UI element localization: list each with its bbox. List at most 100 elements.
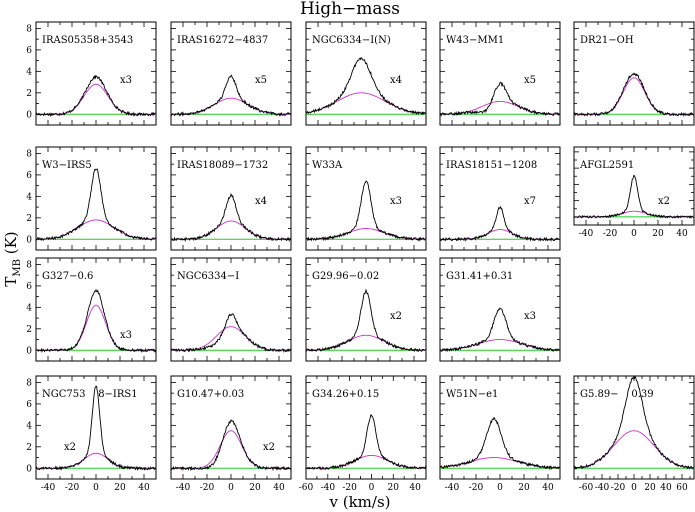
panel-source-name: G10.47+0.03 — [177, 389, 244, 400]
panel-scale-factor: x2 — [390, 311, 402, 322]
x-tick-label: 0 — [228, 483, 234, 493]
x-tick-label: 0 — [93, 483, 99, 493]
spectrum-line — [35, 74, 157, 117]
y-tick-label: 2 — [26, 325, 32, 335]
y-tick-label: 6 — [26, 282, 32, 292]
x-tick-label: -40 — [321, 483, 336, 493]
panel-w3-irs5: 0 2 4 6 8 W3−IRS5 — [26, 146, 157, 251]
panel-scale-factor: x2 — [658, 196, 670, 207]
y-tick-label: 4 — [26, 303, 32, 313]
y-tick-label: 8 — [26, 260, 32, 270]
panel-g327-0-6: 0 2 4 6 8 G327−0.6 x3 — [26, 257, 157, 362]
panel-iras18151-1208: IRAS18151−1208 x7 — [439, 146, 561, 251]
spectrum-line — [573, 174, 695, 219]
x-tick-label: -40 — [41, 483, 56, 493]
panel-afgl2591: -40 -20 0 20 40 AFGL2591 x2 — [573, 146, 695, 239]
spectrum-line — [439, 307, 561, 353]
fit-curve — [306, 454, 426, 469]
x-tick-label: 40 — [273, 483, 285, 493]
fit-curve — [573, 430, 695, 469]
panel-w43-mm1: W43−MM1 x5 — [439, 21, 561, 126]
y-tick-label: 4 — [26, 421, 32, 431]
y-tick-label: 2 — [26, 214, 32, 224]
spectrum-line — [170, 313, 292, 354]
panel-scale-factor: x4 — [390, 75, 402, 86]
panel-frame — [573, 146, 695, 226]
x-tick-label: 20 — [652, 229, 664, 239]
panel-iras18089-1732: IRAS18089−1732 x4 — [170, 146, 292, 251]
y-axis-label-sub: MB — [12, 259, 23, 277]
panel-g29-96-0-02: G29.96−0.02 x2 — [305, 257, 427, 362]
fit-curve — [36, 452, 156, 469]
spectrum-line — [306, 414, 427, 471]
x-tick-label: -20 — [200, 483, 215, 493]
x-tick-label: -20 — [65, 483, 80, 493]
fit-curve — [574, 77, 694, 115]
panel-ngc6334-i: NGC6334−I — [170, 257, 292, 362]
panel-source-name: AFGL2591 — [579, 160, 634, 171]
x-axis-label: v (km/s) — [328, 493, 390, 511]
x-tick-label: 20 — [388, 483, 400, 493]
x-tick-label: 0 — [369, 483, 375, 493]
y-axis-label-main: T — [2, 277, 20, 287]
x-tick-label: 20 — [644, 483, 656, 493]
panel-source-name: W43−MM1 — [446, 35, 504, 46]
x-tick-label: 40 — [409, 483, 421, 493]
spectrum-line — [439, 416, 561, 471]
panel-grid: 0 2 4 6 8 IRAS05358+3543 x3 IRAS16272−4837 x5 NGC… — [26, 21, 695, 493]
panel-source-name: NGC6334−I(N) — [312, 35, 391, 46]
x-tick-label: 0 — [497, 483, 503, 493]
x-tick-label: 0 — [631, 229, 637, 239]
x-tick-label: -40 — [176, 483, 191, 493]
panel-iras16272-4837: IRAS16272−4837 x5 — [170, 21, 292, 126]
spectrum-line — [305, 180, 427, 242]
x-tick-label: -20 — [611, 483, 626, 493]
spectrum-line — [35, 385, 157, 472]
y-tick-label: 4 — [26, 192, 32, 202]
x-tick-label: -60 — [299, 483, 314, 493]
x-tick-label: 40 — [542, 483, 554, 493]
fit-curve — [440, 229, 560, 240]
x-tick-label: 60 — [676, 483, 688, 493]
panel-source-name: W33A — [312, 160, 343, 171]
y-axis-label: TMB (K) — [2, 231, 23, 286]
panel-source-name: G31.41+0.31 — [446, 271, 513, 282]
y-tick-label: 0 — [26, 235, 32, 245]
panel-w51n-e1: -40 -20 0 20 40 W51N−e1 — [439, 375, 561, 493]
y-tick-label: 8 — [26, 24, 32, 34]
x-tick-label: -20 — [342, 483, 357, 493]
panel-scale-factor: x3 — [120, 330, 132, 341]
panel-scale-factor: x3 — [390, 196, 402, 207]
fit-curve — [171, 326, 291, 351]
panel-scale-factor: x7 — [524, 196, 536, 207]
spectrum-line — [170, 74, 292, 117]
panel-w33a: W33A x3 — [305, 146, 427, 251]
x-tick-label: 40 — [138, 483, 150, 493]
y-tick-label: 0 — [26, 346, 32, 356]
panel-ngc753-8-irs1: 0 2 4 6 8 -40 -20 0 20 40 NGC753 8−IRS1 x2 — [26, 375, 157, 493]
panel-scale-factor: x2 — [64, 442, 76, 453]
y-tick-label: 2 — [26, 89, 32, 99]
fit-curve — [36, 83, 156, 115]
panel-source-name: G34.26+0.15 — [312, 389, 379, 400]
y-tick-label: 8 — [26, 149, 32, 159]
fit-curve — [440, 100, 560, 115]
panel-scale-factor: x5 — [255, 75, 267, 86]
x-tick-label: -40 — [579, 229, 594, 239]
spectrum-line — [35, 168, 157, 241]
panel-scale-factor: x5 — [524, 75, 536, 86]
panel-source-name: NGC753 8−IRS1 — [42, 389, 138, 400]
fit-curve — [306, 334, 426, 351]
panel-g31-41-0-31: G31.41+0.31 x3 — [439, 257, 561, 362]
panel-source-name: IRAS18151−1208 — [446, 160, 537, 171]
x-tick-label: 0 — [631, 483, 637, 493]
x-tick-label: -40 — [595, 483, 610, 493]
x-tick-label: -20 — [469, 483, 484, 493]
figure-title: High−mass — [300, 0, 400, 19]
x-tick-label: -40 — [445, 483, 460, 493]
spectrum-line — [439, 205, 561, 242]
y-tick-label: 6 — [26, 46, 32, 56]
panel-g5-89-0-39: -60 -40 -20 0 20 40 60 G5.89− 0.39 — [573, 375, 695, 493]
panel-ngc6334-i-n: NGC6334−I(N) x4 — [305, 21, 427, 126]
